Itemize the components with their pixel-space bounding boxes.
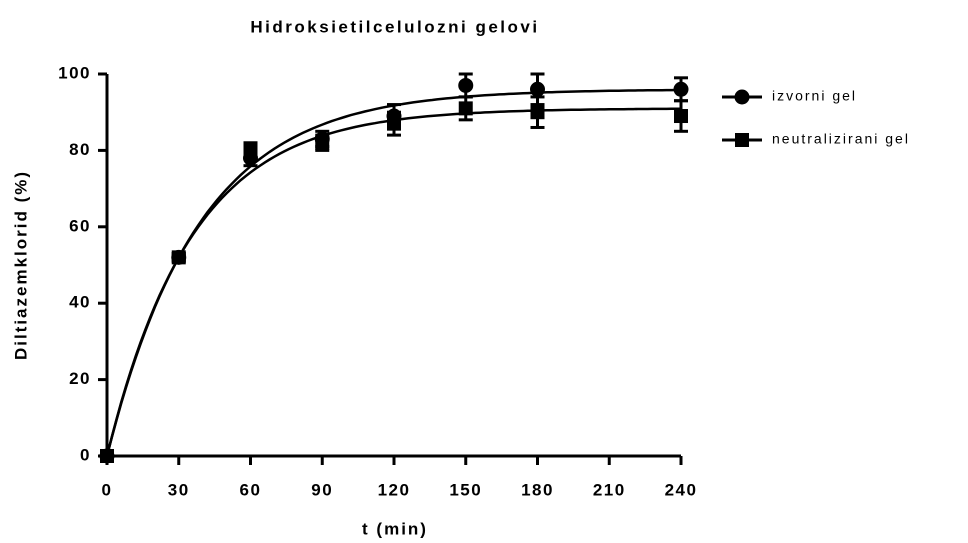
x-tick-label: 0 <box>102 480 113 499</box>
x-tick-label: 210 <box>593 480 626 499</box>
y-tick-label: 40 <box>69 293 91 312</box>
marker <box>315 135 330 150</box>
y-tick-label: 80 <box>69 140 91 159</box>
legend-marker <box>734 89 750 105</box>
fit-curve <box>105 88 681 457</box>
y-tick-label: 0 <box>80 445 91 464</box>
marker <box>530 105 545 120</box>
legend-marker <box>735 133 749 147</box>
x-tick-label: 150 <box>449 480 482 499</box>
marker <box>530 81 545 97</box>
x-tick-label: 30 <box>168 480 190 499</box>
legend-label: neutralizirani gel <box>772 131 910 147</box>
y-tick-label: 20 <box>69 369 91 388</box>
marker <box>387 116 401 131</box>
y-tick-label: 60 <box>69 216 91 235</box>
chart-title: Hidroksietilcelulozni gelovi <box>250 17 539 36</box>
x-tick-label: 240 <box>665 480 698 499</box>
x-tick-label: 60 <box>240 480 262 499</box>
fit-curve <box>105 107 681 457</box>
x-tick-label: 120 <box>378 480 411 499</box>
legend-label: izvorni gel <box>772 88 857 104</box>
x-tick-label: 90 <box>311 480 333 499</box>
marker <box>100 449 114 463</box>
marker <box>673 81 689 97</box>
x-tick-label: 180 <box>521 480 554 499</box>
x-axis-label: t (min) <box>362 519 428 538</box>
marker <box>243 143 258 158</box>
marker <box>458 77 474 93</box>
y-axis-label: Diltiazemklorid (%) <box>11 170 30 360</box>
y-tick-label: 100 <box>58 63 91 82</box>
marker <box>674 109 688 124</box>
marker <box>458 101 473 116</box>
marker <box>171 250 186 265</box>
